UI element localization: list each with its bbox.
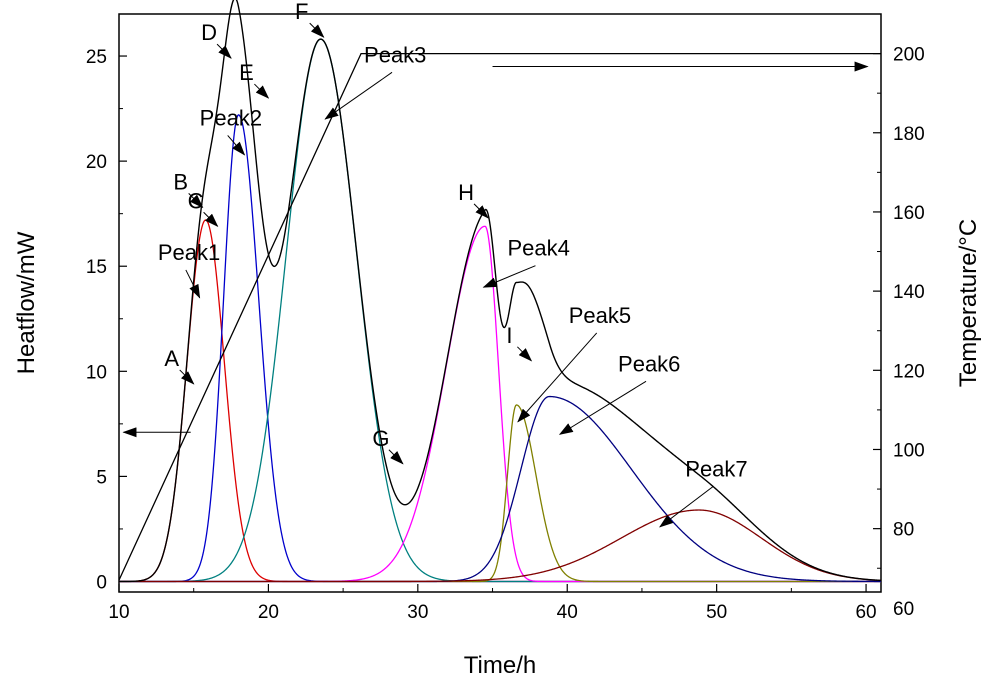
y-tick-label-5: 5 [96, 467, 107, 488]
peak-label-peak3: Peak3 [364, 42, 426, 67]
x-tick-label-10: 10 [108, 602, 129, 623]
peak-label-peak7: Peak7 [685, 456, 747, 481]
x-tick-label-40: 40 [557, 602, 578, 623]
point-label-c: C [188, 188, 204, 213]
point-label-b: B [173, 169, 188, 194]
y2-tick-label-60: 60 [893, 599, 914, 620]
series-total-heatflow [119, 0, 882, 583]
series-peak1 [119, 219, 881, 583]
y-axis-title: Heatflow/mW [13, 231, 40, 374]
point-arrow-e [254, 83, 270, 99]
peak-label-peak6: Peak6 [618, 351, 680, 376]
y2-tick-label-180: 180 [893, 124, 925, 145]
y2-tick-label-160: 160 [893, 203, 925, 224]
point-arrow-i [517, 346, 533, 362]
point-arrow-a [179, 369, 195, 385]
point-label-f: F [295, 0, 308, 24]
point-label-e: E [239, 60, 254, 85]
y-tick-label-25: 25 [86, 47, 107, 68]
y-tick-label-0: 0 [96, 572, 107, 593]
x-tick-label-20: 20 [258, 602, 279, 623]
x-tick-label-50: 50 [706, 602, 727, 623]
plot-area-frame [118, 13, 882, 593]
series-peak7 [119, 509, 882, 583]
y-tick-label-15: 15 [86, 257, 107, 278]
peak-arrow-peak5 [517, 332, 598, 423]
peak-label-peak4: Peak4 [507, 236, 569, 261]
ticks-layer: 10 20 30 40 50 60 0 5 10 15 20 25 60 80 100 120 140 160 18… [86, 45, 925, 623]
point-arrow-f [309, 22, 325, 38]
point-label-a: A [164, 346, 179, 371]
point-arrow-g [388, 449, 404, 465]
y2-axis-title: Temperature/°C [955, 219, 982, 387]
y2-tick-label-140: 140 [893, 282, 925, 303]
point-label-d: D [201, 20, 217, 45]
series-temperature [118, 52, 881, 581]
series-peak5 [119, 404, 881, 583]
point-arrow-d [216, 43, 232, 59]
series-peak4 [119, 225, 881, 583]
peak-arrow-peak7 [659, 486, 714, 528]
x-axis-title: Time/h [464, 652, 536, 679]
curves-layer [118, 0, 882, 583]
peak-label-peak5: Peak5 [569, 303, 631, 328]
peak-arrow-peak2 [227, 135, 246, 156]
peak-label-peak2: Peak2 [200, 105, 262, 130]
point-arrow-h [473, 203, 489, 219]
series-peak2 [119, 114, 881, 583]
y2-tick-label-80: 80 [893, 520, 914, 541]
y-tick-label-20: 20 [86, 152, 107, 173]
peak-arrow-peak1 [185, 269, 201, 299]
point-arrow-c [203, 211, 219, 227]
point-label-i: I [506, 323, 512, 348]
y2-tick-label-200: 200 [893, 45, 925, 66]
y-tick-label-10: 10 [86, 362, 107, 383]
y2-tick-label-120: 120 [893, 361, 925, 382]
point-label-h: H [458, 180, 474, 205]
point-label-g: G [372, 426, 389, 451]
peak-arrow-peak4 [482, 265, 536, 288]
point-arrow-b [188, 193, 204, 209]
y2-tick-label-100: 100 [893, 440, 925, 461]
x-tick-label-30: 30 [407, 602, 428, 623]
series-peak6 [119, 395, 881, 583]
peak-arrow-peak6 [558, 380, 647, 435]
annotations-layer: A BC DE F G H I Peak1 Peak2 Peak3 Peak4 Peak5 Peak6 P… [122, 0, 869, 528]
peak-label-peak1: Peak1 [158, 240, 220, 265]
peak-arrow-peak3 [324, 71, 393, 120]
x-tick-label-60: 60 [855, 602, 876, 623]
